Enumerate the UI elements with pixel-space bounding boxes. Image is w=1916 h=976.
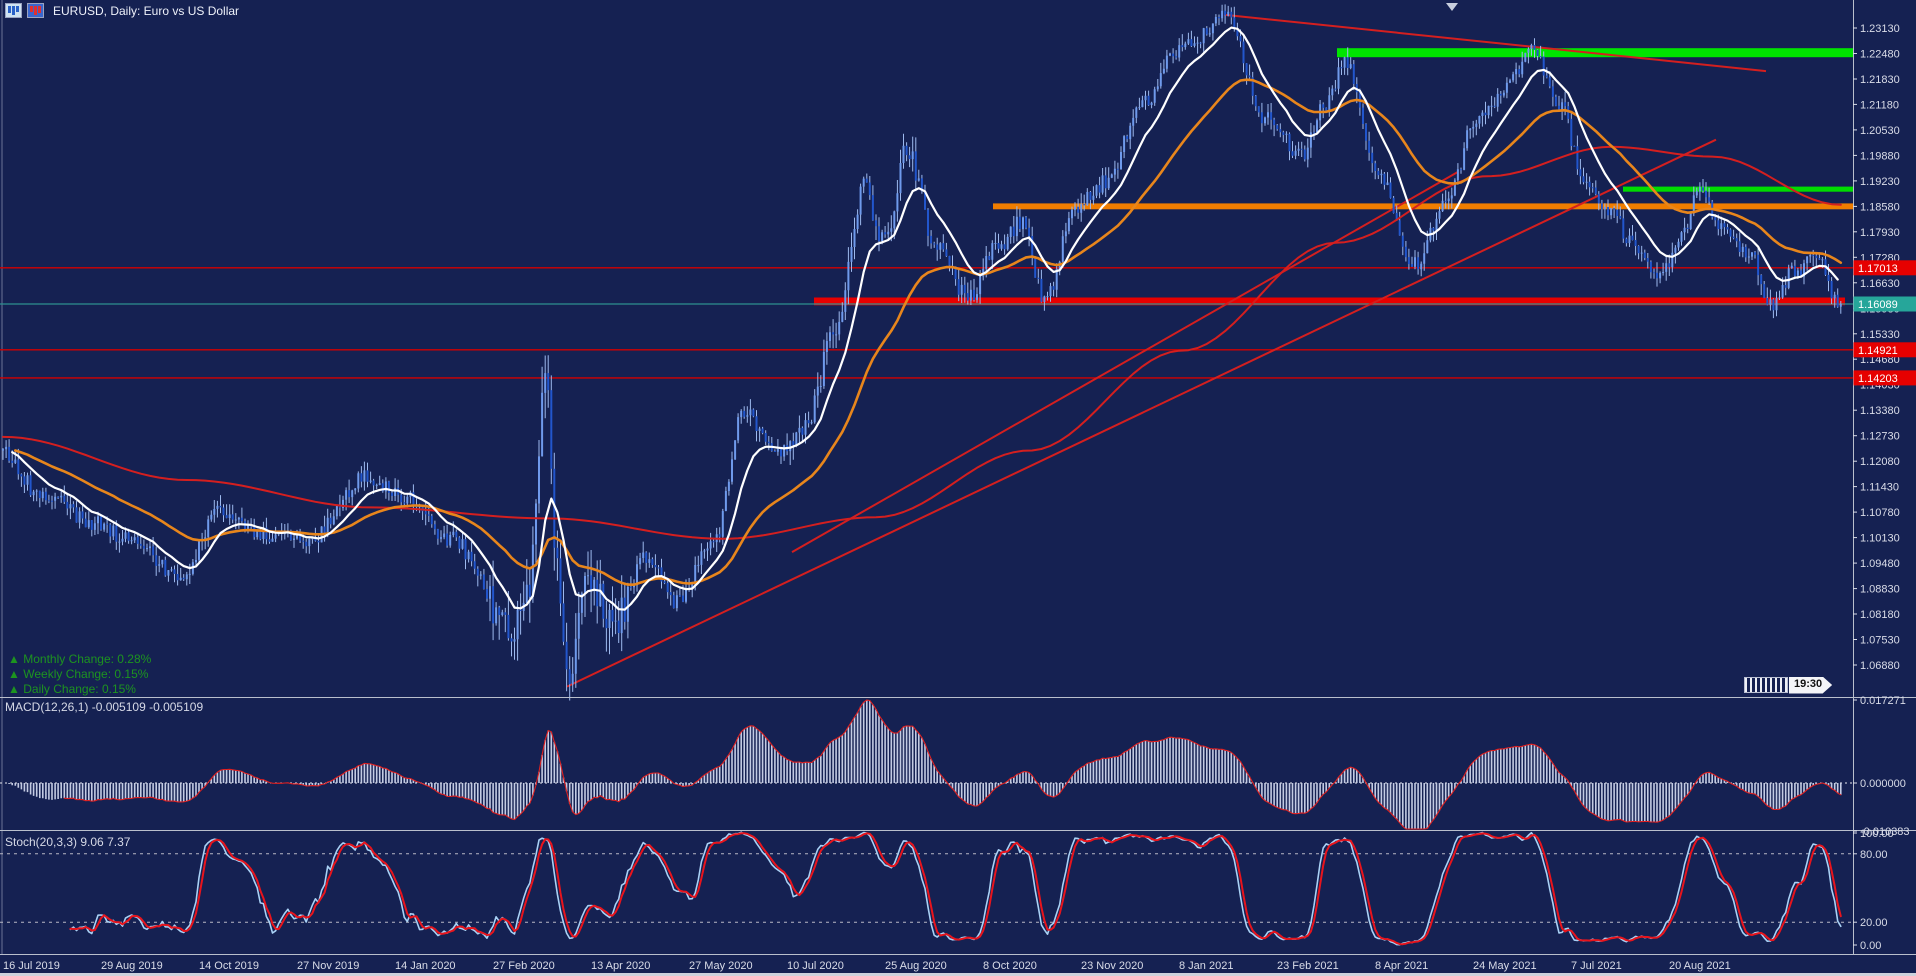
price-badge-value: 1.16089 xyxy=(1858,299,1898,311)
price-badge-value: 1.14921 xyxy=(1858,345,1898,357)
stoch-d-line xyxy=(69,832,1842,946)
stoch-axis-label: 100.00 xyxy=(1860,828,1894,840)
price-axis-label: 1.09480 xyxy=(1860,558,1900,570)
price-line-badge xyxy=(1853,296,1916,312)
daily-change-label: ▲ Daily Change: 0.15% xyxy=(8,682,136,696)
price-axis-label: 1.10780 xyxy=(1860,507,1900,519)
price-axis-label: 1.11430 xyxy=(1860,482,1899,494)
time-axis-label: 29 Aug 2019 xyxy=(101,960,163,972)
time-axis-label: 27 May 2020 xyxy=(689,960,753,972)
up-arrow-icon: ▲ xyxy=(8,682,20,696)
price-axis-label: 1.12080 xyxy=(1860,456,1900,468)
time-axis-label: 20 Aug 2021 xyxy=(1669,960,1731,972)
price-axis-label: 1.21830 xyxy=(1860,74,1900,86)
time-axis-label: 27 Nov 2019 xyxy=(297,960,359,972)
time-axis-label: 8 Oct 2020 xyxy=(983,960,1037,972)
macd-histogram xyxy=(8,700,1842,829)
stoch-axis-label: 20.00 xyxy=(1860,917,1888,929)
price-axis-label: 1.08180 xyxy=(1860,609,1900,621)
price-axis-label: 1.10130 xyxy=(1860,533,1900,545)
stoch-axis-label: 80.00 xyxy=(1860,849,1888,861)
window-bottom-strip xyxy=(0,973,1916,976)
chart-title: EURUSD, Daily: Euro vs US Dollar xyxy=(53,3,240,18)
price-axis-label: 1.22480 xyxy=(1860,49,1900,61)
time-axis-label: 16 Jul 2019 xyxy=(3,960,60,972)
up-arrow-icon: ▲ xyxy=(8,652,20,666)
price-line-badge xyxy=(1853,370,1916,386)
chart-title-bar: EURUSD, Daily: Euro vs US Dollar xyxy=(5,3,239,18)
time-axis-label: 8 Apr 2021 xyxy=(1375,960,1428,972)
bar-chart-icon xyxy=(27,3,44,18)
candlestick-chart-icon xyxy=(5,3,22,18)
minor-resistance-band-green xyxy=(1623,186,1853,192)
price-axis-label: 1.20530 xyxy=(1860,125,1900,137)
time-axis-label: 8 Jan 2021 xyxy=(1179,960,1233,972)
trendline-2 xyxy=(566,138,1717,688)
slow-ma-line-orange xyxy=(14,78,1843,587)
price-badge-value: 1.14203 xyxy=(1858,373,1898,385)
weekly-change-label: ▲ Weekly Change: 0.15% xyxy=(8,667,149,681)
price-axis-label: 1.17930 xyxy=(1860,227,1900,239)
time-axis-label: 7 Jul 2021 xyxy=(1571,960,1622,972)
price-badge-value: 1.17013 xyxy=(1858,263,1898,275)
up-arrow-icon: ▲ xyxy=(8,667,20,681)
macd-indicator-label: MACD(12,26,1) -0.005109 -0.005109 xyxy=(5,700,204,714)
price-axis-label: 1.12730 xyxy=(1860,431,1900,443)
time-axis-label: 27 Feb 2020 xyxy=(493,960,555,972)
price-axis-label: 1.19880 xyxy=(1860,150,1900,162)
price-axis-label: 1.21180 xyxy=(1860,99,1899,111)
price-axis-label: 1.19230 xyxy=(1860,176,1900,188)
price-axis[interactable]: 1.23130 1.22480 1.21830 1.21180 1.20530 1.198… xyxy=(1853,23,1916,952)
event-marker-triangle-icon xyxy=(1446,3,1458,11)
support-band-red xyxy=(814,297,1845,306)
long-ma-line-red xyxy=(2,145,1842,540)
bar-close-countdown: 19:30 xyxy=(1744,676,1833,694)
resistance-band-orange xyxy=(993,203,1853,210)
price-axis-label: 1.08830 xyxy=(1860,584,1900,596)
price-axis-label: 1.23130 xyxy=(1860,23,1900,35)
time-axis-label: 13 Apr 2020 xyxy=(591,960,650,972)
price-line-badge xyxy=(1853,342,1916,358)
countdown-time-badge: 19:30 xyxy=(1789,676,1833,694)
fast-ma-line-white xyxy=(11,26,1839,611)
trendline-1 xyxy=(1223,13,1767,73)
time-axis-label: 23 Nov 2020 xyxy=(1081,960,1143,972)
price-axis-label: 1.13380 xyxy=(1860,405,1900,417)
time-axis-label: 14 Oct 2019 xyxy=(199,960,259,972)
change-summary-overlay: ▲ Monthly Change: 0.28% ▲ Weekly Change:… xyxy=(8,652,151,697)
price-line-badge xyxy=(1853,260,1916,276)
macd-axis-label: -0.010383 xyxy=(1860,826,1910,838)
stoch-axis-label: 0.00 xyxy=(1860,940,1881,952)
time-axis-label: 23 Feb 2021 xyxy=(1277,960,1339,972)
macd-signal-line xyxy=(63,699,1842,830)
monthly-change-label: ▲ Monthly Change: 0.28% xyxy=(8,652,152,666)
time-axis-label: 10 Jul 2020 xyxy=(787,960,844,972)
price-axis-label: 1.06880 xyxy=(1860,660,1900,672)
trendline-3 xyxy=(791,171,1459,553)
price-axis-label: 1.16630 xyxy=(1860,278,1900,290)
price-axis-label: 1.07530 xyxy=(1860,635,1900,647)
time-axis[interactable]: 16 Jul 2019 29 Aug 2019 14 Oct 2019 27 Nov … xyxy=(3,960,1731,972)
price-axis-label: 1.15330 xyxy=(1860,329,1900,341)
time-axis-label: 24 May 2021 xyxy=(1473,960,1537,972)
stoch-indicator-label: Stoch(20,3,3) 9.06 7.37 xyxy=(5,835,131,849)
time-axis-label: 14 Jan 2020 xyxy=(395,960,456,972)
countdown-stripes-icon xyxy=(1744,677,1788,693)
macd-axis-label: 0.017271 xyxy=(1860,695,1906,707)
price-axis-label: 1.18580 xyxy=(1860,201,1900,213)
macd-axis-label: 0.000000 xyxy=(1860,778,1906,790)
time-axis-label: 25 Aug 2020 xyxy=(885,960,947,972)
